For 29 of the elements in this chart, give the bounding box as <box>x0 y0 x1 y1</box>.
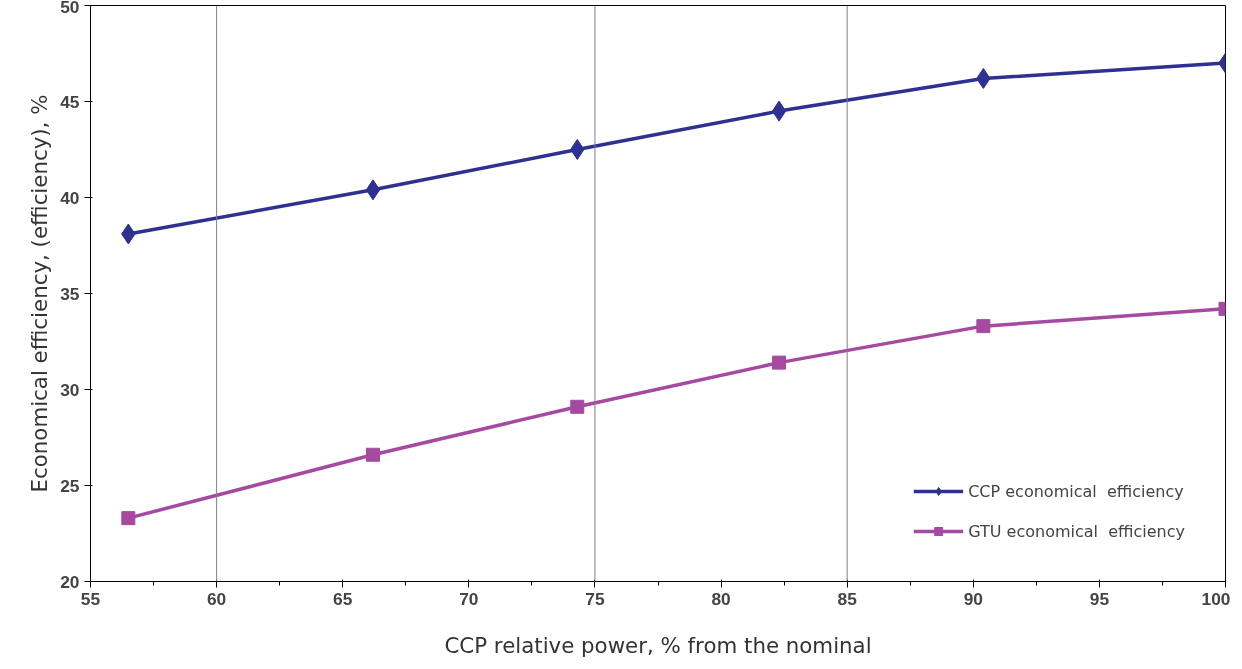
y-tick-label: 40 <box>60 187 80 208</box>
point <box>365 179 381 201</box>
x-axis-title: CCP relative power, % from the nominal <box>444 632 872 658</box>
y-tick-label: 25 <box>60 475 80 496</box>
x-tick-label: 75 <box>585 588 605 609</box>
x-tick-label: 55 <box>80 588 101 609</box>
x-tick-label: 100 <box>1201 588 1231 609</box>
x-tick-label: 95 <box>1089 588 1110 609</box>
y-tick-label: 35 <box>60 283 80 304</box>
y-tick-label: 50 <box>60 0 80 17</box>
y-tick-label: 45 <box>60 91 80 112</box>
legend-label: GTU economical efficiency <box>968 521 1185 541</box>
point <box>771 100 787 122</box>
x-tick-label: 65 <box>333 588 353 609</box>
point <box>570 139 585 160</box>
point <box>365 447 380 462</box>
y-tick-label: 20 <box>60 571 80 592</box>
y-axis-title: Economical efficiency, (efficiency), % <box>27 94 53 493</box>
x-tick-label: 90 <box>963 588 983 609</box>
point <box>772 355 787 370</box>
x-tick-label: 85 <box>837 588 858 609</box>
legend-label: CCP economical efficiency <box>968 481 1184 501</box>
x-tick-label: 70 <box>459 588 479 609</box>
x-tick-label: 80 <box>711 588 731 609</box>
y-tick-label: 30 <box>60 379 80 400</box>
x-tick-label: 60 <box>206 588 227 609</box>
point <box>570 399 585 414</box>
point <box>976 319 991 334</box>
point <box>121 511 136 526</box>
